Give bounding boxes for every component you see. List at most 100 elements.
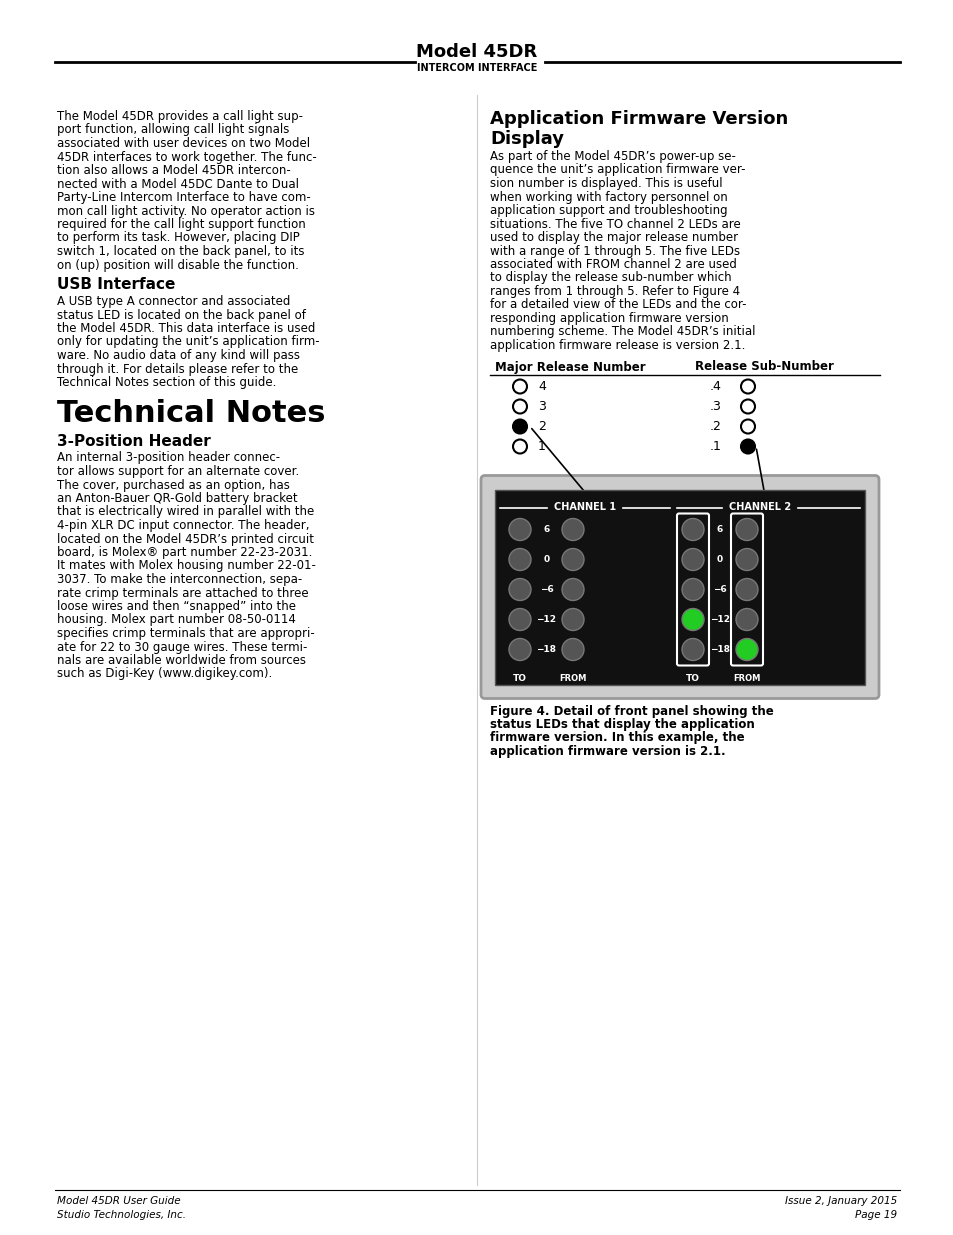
Text: only for updating the unit’s application firm-: only for updating the unit’s application… — [57, 336, 319, 348]
Text: responding application firmware version: responding application firmware version — [490, 312, 728, 325]
Circle shape — [740, 399, 754, 414]
Text: Page 19: Page 19 — [854, 1210, 896, 1220]
Circle shape — [561, 638, 583, 661]
Text: mon call light activity. No operator action is: mon call light activity. No operator act… — [57, 205, 314, 217]
Text: application firmware release is version 2.1.: application firmware release is version … — [490, 338, 744, 352]
Circle shape — [509, 519, 531, 541]
Circle shape — [735, 638, 758, 661]
Text: 45DR interfaces to work together. The func-: 45DR interfaces to work together. The fu… — [57, 151, 316, 163]
Circle shape — [513, 420, 526, 433]
Text: on (up) position will disable the function.: on (up) position will disable the functi… — [57, 258, 298, 272]
Text: The cover, purchased as an option, has: The cover, purchased as an option, has — [57, 478, 290, 492]
Text: .3: .3 — [709, 400, 721, 412]
Text: nected with a Model 45DC Dante to Dual: nected with a Model 45DC Dante to Dual — [57, 178, 298, 190]
Text: an Anton-Bauer QR-Gold battery bracket: an Anton-Bauer QR-Gold battery bracket — [57, 492, 297, 505]
Circle shape — [740, 440, 754, 453]
Text: A USB type A connector and associated: A USB type A connector and associated — [57, 295, 290, 308]
Circle shape — [513, 379, 526, 394]
Text: USB Interface: USB Interface — [57, 277, 175, 291]
Text: situations. The five TO channel 2 LEDs are: situations. The five TO channel 2 LEDs a… — [490, 217, 740, 231]
Circle shape — [735, 519, 758, 541]
Circle shape — [735, 578, 758, 600]
Text: associated with FROM channel 2 are used: associated with FROM channel 2 are used — [490, 258, 736, 270]
Text: switch 1, located on the back panel, to its: switch 1, located on the back panel, to … — [57, 245, 304, 258]
Text: status LED is located on the back panel of: status LED is located on the back panel … — [57, 309, 306, 321]
Circle shape — [740, 379, 754, 394]
Text: FROM: FROM — [733, 674, 760, 683]
Text: Studio Technologies, Inc.: Studio Technologies, Inc. — [57, 1210, 186, 1220]
Text: .4: .4 — [709, 380, 721, 393]
Text: application firmware version is 2.1.: application firmware version is 2.1. — [490, 745, 725, 758]
Text: The Model 45DR provides a call light sup-: The Model 45DR provides a call light sup… — [57, 110, 303, 124]
Text: Party-Line Intercom Interface to have com-: Party-Line Intercom Interface to have co… — [57, 191, 311, 204]
Circle shape — [735, 548, 758, 571]
Text: rate crimp terminals are attached to three: rate crimp terminals are attached to thr… — [57, 587, 309, 599]
Text: when working with factory personnel on: when working with factory personnel on — [490, 190, 727, 204]
Text: .1: .1 — [709, 440, 721, 453]
Text: FROM: FROM — [558, 674, 586, 683]
Text: that is electrically wired in parallel with the: that is electrically wired in parallel w… — [57, 505, 314, 519]
Text: tor allows support for an alternate cover.: tor allows support for an alternate cove… — [57, 466, 299, 478]
Text: to display the release sub-number which: to display the release sub-number which — [490, 272, 731, 284]
Text: −6: −6 — [539, 585, 553, 594]
Text: Release Sub-Number: Release Sub-Number — [695, 361, 833, 373]
Text: numbering scheme. The Model 45DR’s initial: numbering scheme. The Model 45DR’s initi… — [490, 326, 755, 338]
Text: ware. No audio data of any kind will pass: ware. No audio data of any kind will pas… — [57, 350, 299, 362]
Circle shape — [561, 609, 583, 631]
Text: the Model 45DR. This data interface is used: the Model 45DR. This data interface is u… — [57, 322, 315, 335]
Text: 0: 0 — [717, 555, 722, 564]
Circle shape — [740, 420, 754, 433]
Text: .2: .2 — [709, 420, 721, 433]
Text: 3: 3 — [537, 400, 545, 412]
Circle shape — [509, 548, 531, 571]
Text: board, is Molex® part number 22-23-2031.: board, is Molex® part number 22-23-2031. — [57, 546, 312, 559]
Text: such as Digi-Key (www.digikey.com).: such as Digi-Key (www.digikey.com). — [57, 667, 272, 680]
Text: port function, allowing call light signals: port function, allowing call light signa… — [57, 124, 289, 137]
Circle shape — [561, 519, 583, 541]
Text: TO: TO — [685, 674, 700, 683]
Circle shape — [513, 440, 526, 453]
Text: sion number is displayed. This is useful: sion number is displayed. This is useful — [490, 177, 721, 190]
Text: located on the Model 45DR’s printed circuit: located on the Model 45DR’s printed circ… — [57, 532, 314, 546]
Text: ate for 22 to 30 gauge wires. These termi-: ate for 22 to 30 gauge wires. These term… — [57, 641, 307, 653]
Text: 3037. To make the interconnection, sepa-: 3037. To make the interconnection, sepa- — [57, 573, 302, 585]
Text: to perform its task. However, placing DIP: to perform its task. However, placing DI… — [57, 231, 299, 245]
Circle shape — [561, 548, 583, 571]
Text: 4: 4 — [537, 380, 545, 393]
Text: 2: 2 — [537, 420, 545, 433]
Text: Issue 2, January 2015: Issue 2, January 2015 — [784, 1195, 896, 1207]
Circle shape — [561, 578, 583, 600]
Text: −18: −18 — [709, 645, 729, 655]
Text: 4-pin XLR DC input connector. The header,: 4-pin XLR DC input connector. The header… — [57, 519, 309, 532]
Text: required for the call light support function: required for the call light support func… — [57, 219, 305, 231]
Bar — [495, 489, 864, 684]
Text: −12: −12 — [536, 615, 556, 624]
Circle shape — [681, 519, 703, 541]
Text: through it. For details please refer to the: through it. For details please refer to … — [57, 363, 298, 375]
Text: It mates with Molex housing number 22-01-: It mates with Molex housing number 22-01… — [57, 559, 315, 573]
Text: −6: −6 — [713, 585, 726, 594]
Text: application support and troubleshooting: application support and troubleshooting — [490, 204, 727, 217]
Text: housing. Molex part number 08-50-0114: housing. Molex part number 08-50-0114 — [57, 614, 295, 626]
Text: firmware version. In this example, the: firmware version. In this example, the — [490, 731, 744, 745]
Circle shape — [681, 638, 703, 661]
Text: with a range of 1 through 5. The five LEDs: with a range of 1 through 5. The five LE… — [490, 245, 740, 258]
Text: Display: Display — [490, 130, 563, 148]
Text: As part of the Model 45DR’s power-up se-: As part of the Model 45DR’s power-up se- — [490, 149, 735, 163]
Text: status LEDs that display the application: status LEDs that display the application — [490, 718, 754, 731]
Text: 0: 0 — [543, 555, 549, 564]
Text: quence the unit’s application firmware ver-: quence the unit’s application firmware v… — [490, 163, 744, 177]
Text: −18: −18 — [536, 645, 556, 655]
Circle shape — [681, 548, 703, 571]
Text: CHANNEL 2: CHANNEL 2 — [728, 503, 790, 513]
Circle shape — [509, 638, 531, 661]
Text: 1: 1 — [537, 440, 545, 453]
Text: Application Firmware Version: Application Firmware Version — [490, 110, 787, 128]
Circle shape — [681, 609, 703, 631]
Text: Figure 4. Detail of front panel showing the: Figure 4. Detail of front panel showing … — [490, 704, 773, 718]
Text: TO: TO — [513, 674, 526, 683]
FancyBboxPatch shape — [480, 475, 878, 699]
Text: for a detailed view of the LEDs and the cor-: for a detailed view of the LEDs and the … — [490, 299, 745, 311]
Circle shape — [681, 578, 703, 600]
Text: ranges from 1 through 5. Refer to Figure 4: ranges from 1 through 5. Refer to Figure… — [490, 285, 740, 298]
